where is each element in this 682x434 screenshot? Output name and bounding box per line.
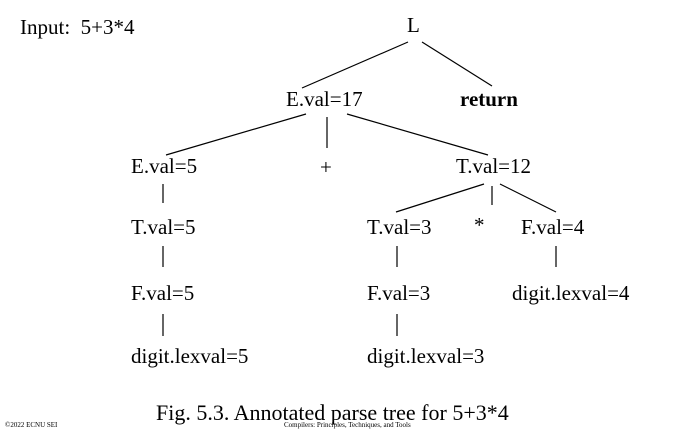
node-f-val-5: F.val=5 xyxy=(131,281,195,305)
edge-t12-f4 xyxy=(499,183,557,213)
node-e-val-5: E.val=5 xyxy=(131,154,198,178)
node-digit-lexval-3: digit.lexval=3 xyxy=(367,344,485,368)
node-plus: + xyxy=(320,155,332,179)
edge-e17-t12 xyxy=(346,113,489,156)
figure-caption: Fig. 5.3. Annotated parse tree for 5+3*4 xyxy=(156,400,509,425)
node-return: return xyxy=(460,87,518,111)
node-t-val-3: T.val=3 xyxy=(367,215,432,239)
node-t-val-12: T.val=12 xyxy=(456,154,532,178)
node-t-val-5: T.val=5 xyxy=(131,215,196,239)
edge-e17-e5 xyxy=(165,113,307,156)
node-digit-lexval-4: digit.lexval=4 xyxy=(512,281,630,305)
node-f-val-4: F.val=4 xyxy=(521,215,585,239)
edge-t12-t3 xyxy=(395,183,485,213)
input-expression: 5+3*4 xyxy=(80,15,135,39)
node-digit-lexval-5: digit.lexval=5 xyxy=(131,344,249,368)
node-f-val-3: F.val=3 xyxy=(367,281,431,305)
footer-copyright: ©2022 ECNU SEI xyxy=(5,421,58,429)
footer-course-title: Compilers: Principles, Techniques, and T… xyxy=(284,421,411,429)
edge-l-return xyxy=(421,41,493,87)
node-e-val-17: E.val=17 xyxy=(286,87,363,111)
edge-l-e17 xyxy=(301,41,409,89)
input-line: Input: 5+3*4 xyxy=(20,17,135,38)
node-times: * xyxy=(474,213,485,237)
input-label: Input: xyxy=(20,15,71,39)
node-root-l: L xyxy=(407,13,420,37)
